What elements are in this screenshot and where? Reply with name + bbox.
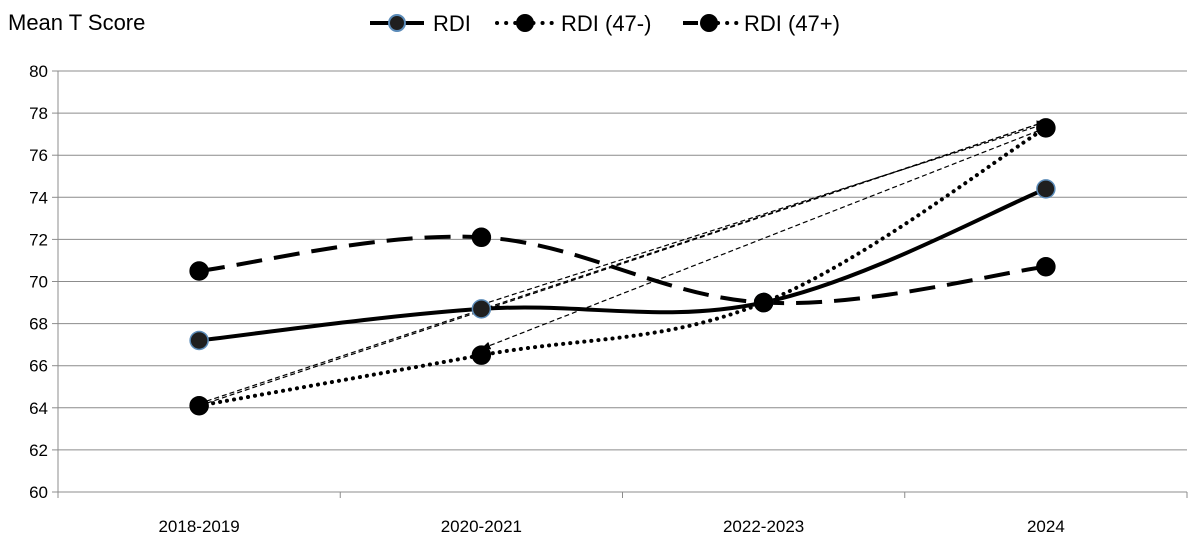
x-tick-label: 2022-2023 bbox=[723, 517, 804, 536]
axis-labels: 60 62 64 66 68 70 72 74 76 78 80 2018-2019 2020-2021… bbox=[29, 62, 1065, 536]
legend-marker-rdi-47-minus bbox=[516, 14, 534, 32]
data-point bbox=[1036, 118, 1056, 138]
legend-item-rdi: RDI bbox=[370, 11, 471, 36]
y-tick-label: 70 bbox=[29, 273, 48, 292]
annotation-arrow bbox=[198, 120, 1047, 405]
y-tick-label: 68 bbox=[29, 315, 48, 334]
data-point bbox=[471, 299, 492, 319]
legend-label-rdi-47-plus: RDI (47+) bbox=[744, 11, 840, 36]
y-tick-label: 78 bbox=[29, 104, 48, 123]
data-point bbox=[1036, 179, 1056, 199]
data-point bbox=[471, 345, 492, 365]
legend-item-rdi-47-plus: RDI (47+) bbox=[683, 11, 840, 36]
legend-marker-rdi bbox=[388, 14, 406, 32]
x-tick-label: 2018-2019 bbox=[158, 517, 239, 536]
x-tick-label: 2024 bbox=[1027, 517, 1065, 536]
series-line bbox=[198, 234, 1047, 306]
axes bbox=[52, 70, 1188, 498]
y-tick-label: 72 bbox=[29, 230, 48, 249]
y-tick-label: 64 bbox=[29, 399, 48, 418]
data-point bbox=[471, 227, 492, 248]
series-markers bbox=[189, 118, 1056, 416]
y-tick-label: 80 bbox=[29, 62, 48, 81]
series-line bbox=[198, 187, 1047, 343]
data-point bbox=[189, 261, 209, 281]
annotation-arrow bbox=[481, 122, 1047, 306]
legend-label-rdi-47-minus: RDI (47-) bbox=[561, 11, 651, 36]
grid-lines bbox=[58, 70, 1187, 451]
x-tick-label: 2020-2021 bbox=[441, 517, 522, 536]
legend: RDI RDI (47-) RDI (47+) bbox=[370, 11, 840, 36]
y-tick-label: 76 bbox=[29, 146, 48, 165]
data-point bbox=[189, 395, 209, 416]
annotation-arrow bbox=[480, 127, 1047, 350]
data-point bbox=[189, 330, 209, 351]
arrow-annotations bbox=[198, 120, 1047, 407]
y-tick-label: 66 bbox=[29, 357, 48, 376]
series-lines bbox=[197, 125, 1048, 408]
y-tick-label: 60 bbox=[29, 483, 48, 502]
data-point bbox=[753, 292, 774, 313]
data-point bbox=[1036, 257, 1056, 277]
y-axis-title: Mean T Score bbox=[8, 10, 145, 35]
series-line bbox=[197, 125, 1048, 408]
legend-item-rdi-47-minus: RDI (47-) bbox=[495, 11, 651, 36]
legend-label-rdi: RDI bbox=[433, 11, 471, 36]
y-tick-label: 62 bbox=[29, 441, 48, 460]
y-tick-label: 74 bbox=[29, 188, 48, 207]
legend-marker-rdi-47-plus bbox=[700, 14, 718, 32]
